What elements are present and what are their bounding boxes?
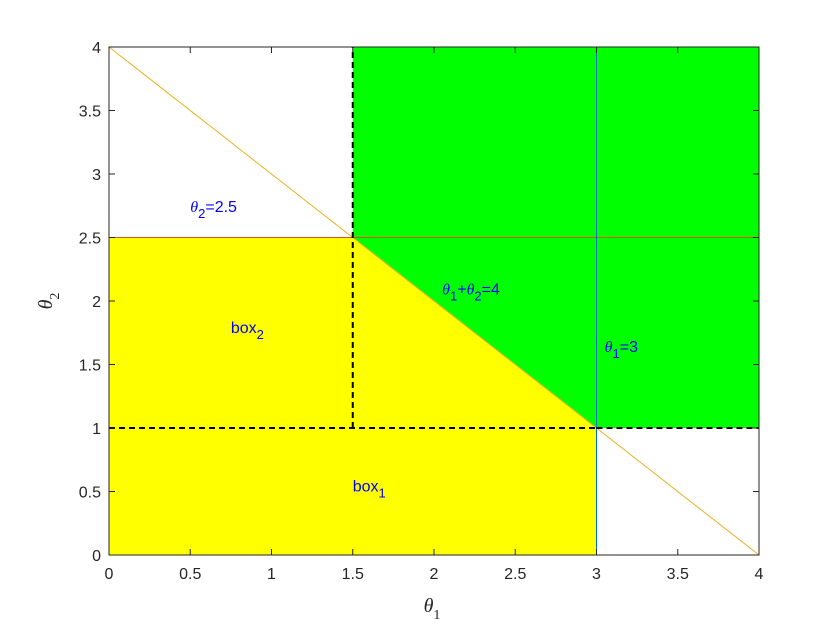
chart-annotations: θ2=2.5 θ1+θ2=4 box2 θ1=3 box1 xyxy=(190,199,638,500)
x-tick-label: 1 xyxy=(267,566,276,583)
x-tick-label: 0.5 xyxy=(179,566,201,583)
y-tick-label: 0.5 xyxy=(79,485,101,502)
y-tick-label: 3 xyxy=(92,167,101,184)
annotation-2: θ1+θ2=4 xyxy=(442,282,500,304)
y-tick-label: 0 xyxy=(92,548,101,565)
y-axis-label-base: θ xyxy=(35,299,57,309)
y-tick-label: 1 xyxy=(92,421,101,438)
x-axis-label: θ1 xyxy=(424,595,441,623)
x-tick-label: 4 xyxy=(755,566,764,583)
annotation-5: box1 xyxy=(353,479,386,501)
y-tick-label: 4 xyxy=(92,40,101,57)
annotation-4: θ1=3 xyxy=(605,339,638,361)
x-axis-label-sub: 1 xyxy=(433,608,440,623)
y-tick-label: 1.5 xyxy=(79,358,101,375)
series-line-1 xyxy=(108,46,760,556)
x-tick-label: 2 xyxy=(430,566,439,583)
y-axis-label: θ2 xyxy=(35,293,63,310)
x-tick-label: 0 xyxy=(105,566,114,583)
y-axis-label-sub: 2 xyxy=(48,293,63,300)
annotation-3: box2 xyxy=(231,320,264,342)
x-tick-label: 3 xyxy=(592,566,601,583)
annotation-1: θ2=2.5 xyxy=(190,199,237,221)
chart-lines xyxy=(108,46,760,556)
y-tick-label: 2.5 xyxy=(79,231,101,248)
y-tick-label: 3.5 xyxy=(79,104,101,121)
x-axis-label-base: θ xyxy=(424,595,434,617)
x-tick-label: 1.5 xyxy=(342,566,364,583)
x-tick-label: 3.5 xyxy=(667,566,689,583)
chart-ticks: 0 0.5 1 1.5 2 2.5 3 3.5 4 0 0.5 1 1.5 2 2.5 3 3.5 4 xyxy=(79,40,764,583)
x-tick-label: 2.5 xyxy=(504,566,526,583)
chart-dashed-lines xyxy=(109,47,759,429)
y-tick-label: 2 xyxy=(92,294,101,311)
